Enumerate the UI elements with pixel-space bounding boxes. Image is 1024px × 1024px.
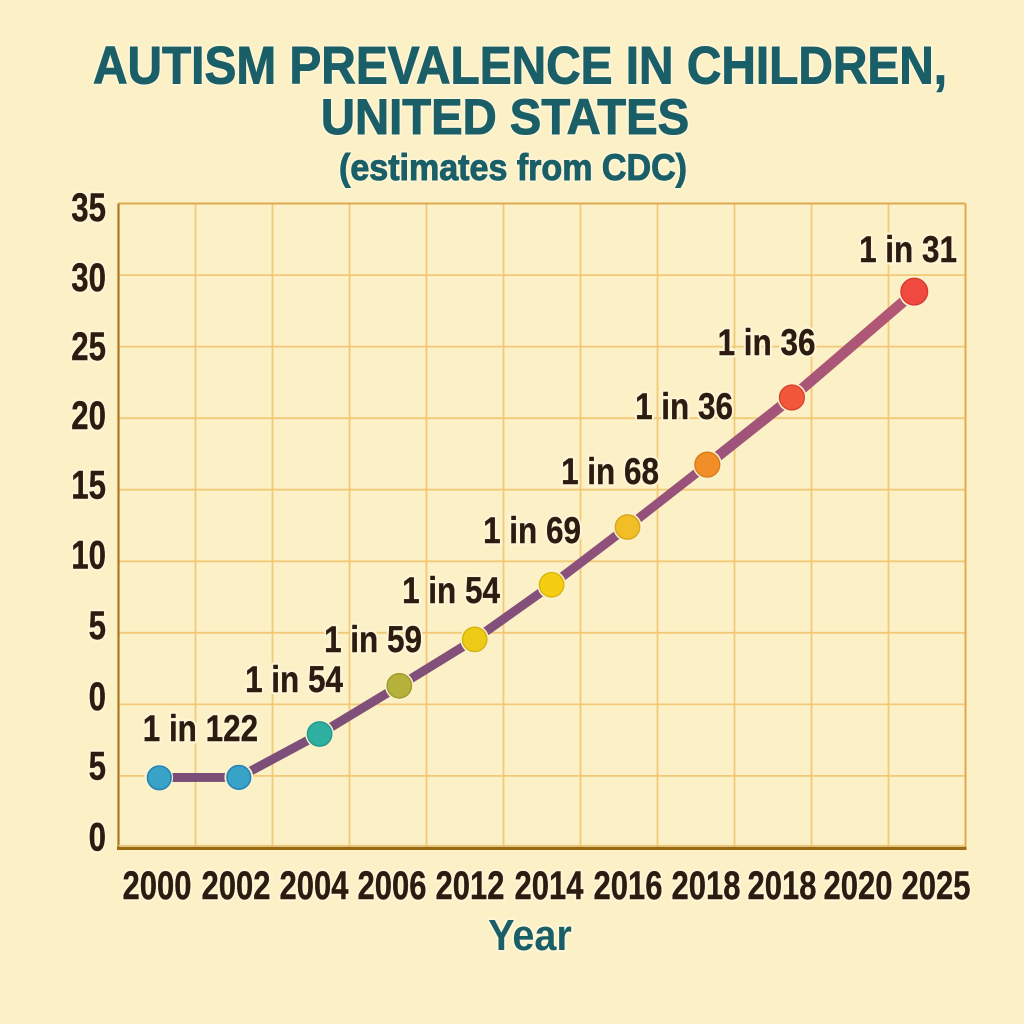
svg-text:1 in 59: 1 in 59 — [324, 620, 422, 661]
svg-text:1 in 36: 1 in 36 — [635, 387, 733, 428]
svg-text:UNITED STATES: UNITED STATES — [321, 90, 689, 146]
svg-text:35: 35 — [71, 185, 106, 230]
svg-text:5: 5 — [89, 744, 106, 789]
svg-text:0: 0 — [89, 674, 106, 719]
svg-text:2020: 2020 — [824, 863, 893, 908]
svg-text:2018: 2018 — [748, 863, 817, 908]
svg-text:1 in 122: 1 in 122 — [143, 709, 258, 750]
svg-text:2025: 2025 — [902, 863, 971, 908]
svg-text:25: 25 — [71, 324, 106, 369]
svg-text:2018: 2018 — [748, 863, 817, 908]
svg-text:10: 10 — [71, 533, 106, 578]
svg-text:15: 15 — [71, 463, 106, 508]
svg-text:Year: Year — [488, 910, 572, 959]
svg-text:1 in 69: 1 in 69 — [483, 511, 581, 552]
svg-text:30: 30 — [71, 256, 106, 301]
svg-text:2020: 2020 — [824, 863, 893, 908]
svg-text:(estimates from CDC): (estimates from CDC) — [339, 147, 687, 189]
svg-text:15: 15 — [71, 463, 106, 508]
svg-text:1 in 54: 1 in 54 — [245, 660, 343, 701]
svg-text:1 in 31: 1 in 31 — [859, 230, 957, 271]
svg-text:AUTISM PREVALENCE IN CHILDREN,: AUTISM PREVALENCE IN CHILDREN, — [93, 35, 947, 95]
svg-text:0: 0 — [89, 815, 106, 860]
svg-text:2004: 2004 — [280, 863, 349, 908]
svg-text:2012: 2012 — [436, 863, 505, 908]
svg-text:2016: 2016 — [594, 863, 663, 908]
svg-text:1 in 54: 1 in 54 — [402, 571, 500, 612]
svg-text:0: 0 — [89, 815, 106, 860]
svg-text:20: 20 — [71, 393, 106, 438]
svg-text:1 in 36: 1 in 36 — [718, 323, 816, 364]
svg-text:Year: Year — [488, 910, 572, 959]
svg-text:2006: 2006 — [358, 863, 427, 908]
svg-text:5: 5 — [89, 603, 106, 648]
svg-text:5: 5 — [89, 603, 106, 648]
svg-text:5: 5 — [89, 744, 106, 789]
svg-text:30: 30 — [71, 256, 106, 301]
svg-text:25: 25 — [71, 324, 106, 369]
svg-text:2000: 2000 — [123, 863, 192, 908]
svg-text:2014: 2014 — [515, 863, 584, 908]
svg-text:1 in 36: 1 in 36 — [635, 387, 733, 428]
svg-text:35: 35 — [71, 185, 106, 230]
svg-text:1 in 54: 1 in 54 — [402, 571, 500, 612]
svg-text:AUTISM PREVALENCE IN CHILDREN,: AUTISM PREVALENCE IN CHILDREN, — [93, 35, 947, 95]
svg-text:(estimates from CDC): (estimates from CDC) — [339, 147, 687, 189]
svg-text:2006: 2006 — [358, 863, 427, 908]
svg-text:2014: 2014 — [515, 863, 584, 908]
svg-text:1 in 54: 1 in 54 — [245, 660, 343, 701]
svg-text:2002: 2002 — [202, 863, 271, 908]
svg-text:1 in 68: 1 in 68 — [561, 452, 659, 493]
svg-text:2000: 2000 — [123, 863, 192, 908]
svg-text:UNITED STATES: UNITED STATES — [321, 90, 689, 146]
svg-text:2004: 2004 — [280, 863, 349, 908]
svg-text:1 in 31: 1 in 31 — [859, 230, 957, 271]
svg-text:2018: 2018 — [672, 863, 741, 908]
svg-text:0: 0 — [89, 674, 106, 719]
svg-text:10: 10 — [71, 533, 106, 578]
svg-text:2025: 2025 — [902, 863, 971, 908]
svg-text:1 in 69: 1 in 69 — [483, 511, 581, 552]
svg-text:1 in 59: 1 in 59 — [324, 620, 422, 661]
svg-text:2016: 2016 — [594, 863, 663, 908]
svg-text:2018: 2018 — [672, 863, 741, 908]
svg-text:2012: 2012 — [436, 863, 505, 908]
svg-text:1 in 122: 1 in 122 — [143, 709, 258, 750]
svg-text:2002: 2002 — [202, 863, 271, 908]
svg-text:1 in 68: 1 in 68 — [561, 452, 659, 493]
svg-text:20: 20 — [71, 393, 106, 438]
svg-text:1 in 36: 1 in 36 — [718, 323, 816, 364]
